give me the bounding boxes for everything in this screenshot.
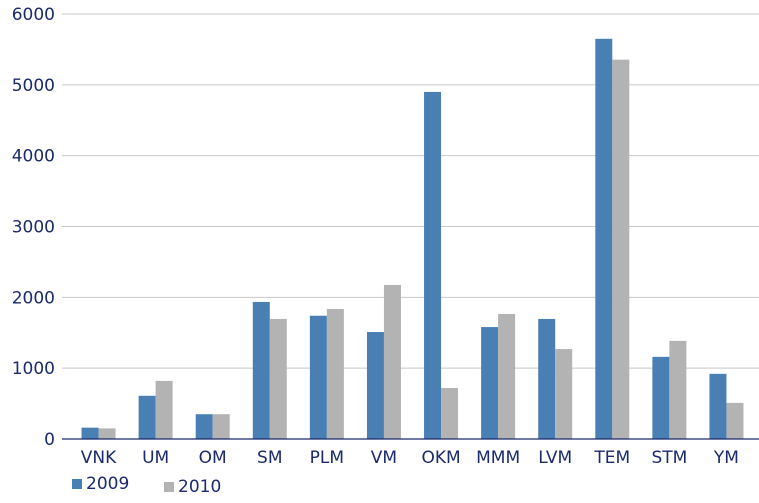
x-category-label: OM <box>199 448 227 468</box>
legend-label-2009: 2009 <box>86 474 129 494</box>
gridlines <box>62 13 759 369</box>
bar-2010-YM <box>726 402 744 439</box>
legend-swatch-2009 <box>72 479 82 489</box>
bar-2009-STM <box>652 356 670 439</box>
bar-2009-MMM <box>481 327 499 439</box>
bar-2009-TEM <box>595 38 613 440</box>
bar-2010-VM <box>383 284 401 439</box>
bar-2009-YM <box>709 373 727 439</box>
x-axis-category-labels: VNK UM OM SM PLM VM OKM MMM LVM TEM STM YM <box>81 448 739 468</box>
y-tick-label: 6000 <box>12 5 55 25</box>
x-category-label: OKM <box>421 448 460 468</box>
bar-2009-OKM <box>424 91 442 440</box>
bar-2010-MMM <box>498 313 516 439</box>
x-category-label: UM <box>142 448 169 468</box>
bar-2009-OM <box>195 414 213 439</box>
x-category-label: TEM <box>593 448 630 468</box>
bar-2010-PLM <box>326 309 344 439</box>
y-tick-label: 0 <box>44 430 55 450</box>
x-category-label: VM <box>371 448 397 468</box>
bar-2009-VM <box>366 332 384 439</box>
y-tick-label: 4000 <box>12 147 55 167</box>
bar-2009-LVM <box>538 318 556 439</box>
bars <box>81 38 744 440</box>
y-tick-label: 5000 <box>12 76 55 96</box>
bar-2010-VNK <box>98 428 116 439</box>
bar-2010-OKM <box>441 388 459 439</box>
bar-2009-SM <box>252 301 270 439</box>
bar-2009-UM <box>138 395 156 439</box>
bar-2010-OM <box>212 414 230 439</box>
bar-2009-PLM <box>309 315 327 439</box>
x-category-label: MMM <box>476 448 520 468</box>
x-category-label: SM <box>257 448 282 468</box>
x-category-label: STM <box>651 448 687 468</box>
bar-2010-LVM <box>555 349 573 439</box>
y-tick-label: 2000 <box>12 288 55 308</box>
x-category-label: PLM <box>310 448 344 468</box>
x-category-label: LVM <box>538 448 572 468</box>
bar-2009-VNK <box>81 427 99 439</box>
legend-swatch-2010 <box>164 482 174 492</box>
legend: 2009 2010 <box>72 474 221 497</box>
y-axis-tick-labels: 0 1000 2000 3000 4000 5000 6000 <box>12 5 55 450</box>
bar-2010-UM <box>155 380 173 439</box>
x-category-label: YM <box>713 448 739 468</box>
legend-label-2010: 2010 <box>178 477 221 497</box>
y-tick-label: 1000 <box>12 359 55 379</box>
bar-2010-SM <box>269 318 287 439</box>
x-category-label: VNK <box>81 448 117 468</box>
bar-2010-STM <box>669 340 687 439</box>
bar-2010-TEM <box>612 59 630 439</box>
y-tick-label: 3000 <box>12 218 55 238</box>
